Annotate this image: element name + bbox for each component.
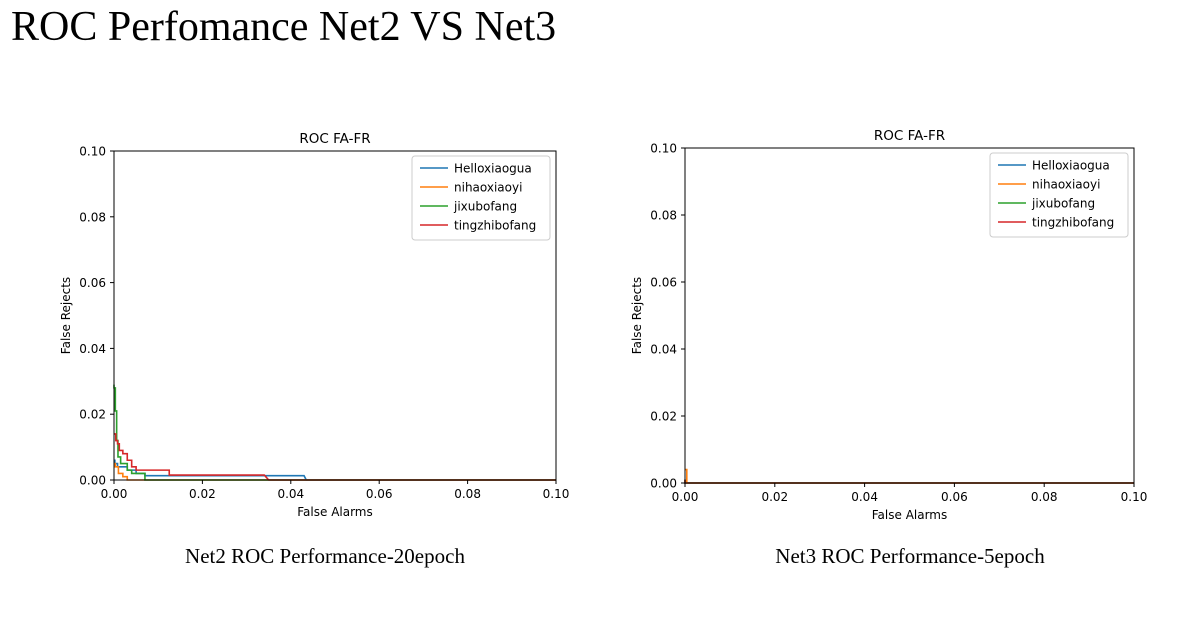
net3-legend-label-jixubofang: jixubofang [1031,197,1095,211]
net3-series-line-jixubofang [684,479,1134,484]
net2-series-line-jixubofang [113,384,556,481]
net2-x-tick-label: 0.02 [189,487,216,501]
net2-legend: Helloxiaogua nihaoxiaoyi jixubofang tingzhi… [411,155,551,241]
net3-x-tick-label: 0.10 [1121,490,1148,504]
net2-series-line-nihaoxiaoyi [114,462,556,481]
net3-y-axis-label: False Rejects [630,277,644,354]
net3-x-axis-label: False Alarms [872,508,948,522]
net3-chart-title: ROC FA-FR [874,128,945,144]
net3-series-line-helloxiaogua [684,479,1134,484]
net2-y-tick-label: 0.08 [79,210,106,224]
net2-series-line-helloxiaogua [114,459,556,481]
net3-legend-label-helloxiaogua: Helloxiaogua [1032,159,1110,173]
net3-x-tick-label: 0.02 [761,490,788,504]
net2-series-line-tingzhibofang [114,433,556,481]
net3-x-tick-label: 0.08 [1031,490,1058,504]
net3-y-tick-label: 0.02 [650,410,677,424]
net3-series-line-nihaoxiaoyi [685,468,1134,484]
net2-legend-label-tingzhibofang: tingzhibofang [454,219,536,233]
net2-x-axis-label: False Alarms [297,505,373,519]
net2-y-tick-label: 0.10 [79,145,106,159]
net2-legend-box [411,155,551,241]
net3-y-tick-label: 0.00 [650,477,677,491]
net2-chart-title: ROC FA-FR [299,131,370,147]
net3-legend: Helloxiaogua nihaoxiaoyi jixubofang tingzhi… [989,152,1129,238]
net3-x-tick-label: 0.00 [672,490,699,504]
net3-x-tick-label: 0.04 [851,490,878,504]
net2-plot-frame [113,150,557,481]
net2-x-tick-label: 0.10 [543,487,570,501]
net2-x-tick-label: 0.08 [454,487,481,501]
net2-y-tick-label: 0.04 [79,342,106,356]
net2-y-tick-label: 0.00 [79,474,106,488]
net2-x-tick-label: 0.00 [101,487,128,501]
net3-y-tick-label: 0.06 [650,276,677,290]
net3-y-tick-label: 0.04 [650,343,677,357]
net3-legend-box [989,152,1129,238]
net3-series-line-tingzhibofang [684,479,1134,484]
net2-legend-label-nihaoxiaoyi: nihaoxiaoyi [454,181,522,195]
net2-x-tick-label: 0.04 [277,487,304,501]
net2-y-tick-label: 0.06 [79,276,106,290]
net2-legend-label-helloxiaogua: Helloxiaogua [454,162,532,176]
net2-caption: Net2 ROC Performance-20epoch [185,544,465,568]
net2-y-tick-label: 0.02 [79,408,106,422]
page-title: ROC Perfomance Net2 VS Net3 [11,4,557,50]
net3-caption: Net3 ROC Performance-5epoch [775,544,1045,568]
net3-x-tick-label: 0.06 [941,490,968,504]
net3-legend-label-nihaoxiaoyi: nihaoxiaoyi [1032,178,1100,192]
net2-x-tick-label: 0.06 [366,487,393,501]
net2-legend-label-jixubofang: jixubofang [453,200,517,214]
net3-legend-label-tingzhibofang: tingzhibofang [1032,216,1114,230]
net3-y-tick-label: 0.10 [650,142,677,156]
net3-plot-frame [684,147,1135,484]
net3-y-tick-label: 0.08 [650,209,677,223]
net2-y-axis-label: False Rejects [59,277,73,354]
